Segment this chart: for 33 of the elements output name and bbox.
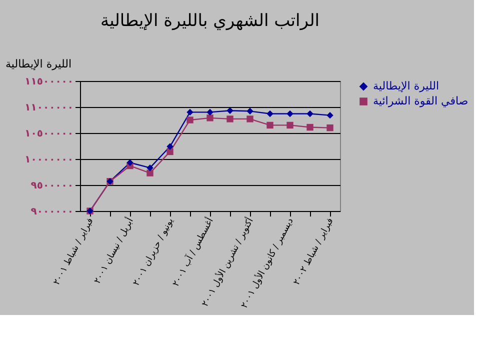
- point: [306, 124, 314, 131]
- legend-label: الليرة الإيطالية: [373, 80, 440, 92]
- y-tick-label: ١٠٥٠٠٠٠٠: [24, 128, 74, 140]
- chart-title: الراتب الشهري بالليرة الإيطالية: [100, 11, 320, 31]
- point: [126, 159, 134, 166]
- point: [326, 124, 334, 132]
- point: [186, 116, 194, 124]
- y-tick-label: ٩٠٠٠٠٠٠: [30, 206, 74, 218]
- point: [226, 107, 234, 114]
- x-tick-label: فبراير / شباط ٢٠٠١: [52, 216, 96, 287]
- point: [166, 148, 174, 156]
- point: [146, 170, 154, 176]
- point: [246, 108, 254, 115]
- y-tick-label: ١١٠٠٠٠٠٠: [24, 102, 74, 114]
- y-tick-label: ١٠٠٠٠٠٠٠: [24, 154, 74, 166]
- point: [326, 112, 334, 119]
- x-tick-label: فبراير / شباط ٢٠٠٢: [292, 216, 336, 287]
- point: [166, 143, 174, 150]
- point: [206, 114, 214, 122]
- point: [286, 122, 294, 129]
- point: [246, 116, 254, 122]
- point: [206, 108, 214, 116]
- point: [186, 108, 194, 116]
- point: [146, 164, 154, 172]
- point: [266, 122, 274, 129]
- point: [266, 110, 274, 118]
- point: [306, 110, 314, 118]
- legend-label: صافي القوة الشرائية: [373, 94, 468, 108]
- point: [286, 110, 294, 118]
- y-tick-label: ٩٥٠٠٠٠٠: [30, 180, 74, 192]
- y-axis-title: الليرة الإيطالية: [6, 58, 72, 70]
- y-tick-label: ١١٥٠٠٠٠٠: [24, 76, 74, 88]
- point: [226, 116, 234, 122]
